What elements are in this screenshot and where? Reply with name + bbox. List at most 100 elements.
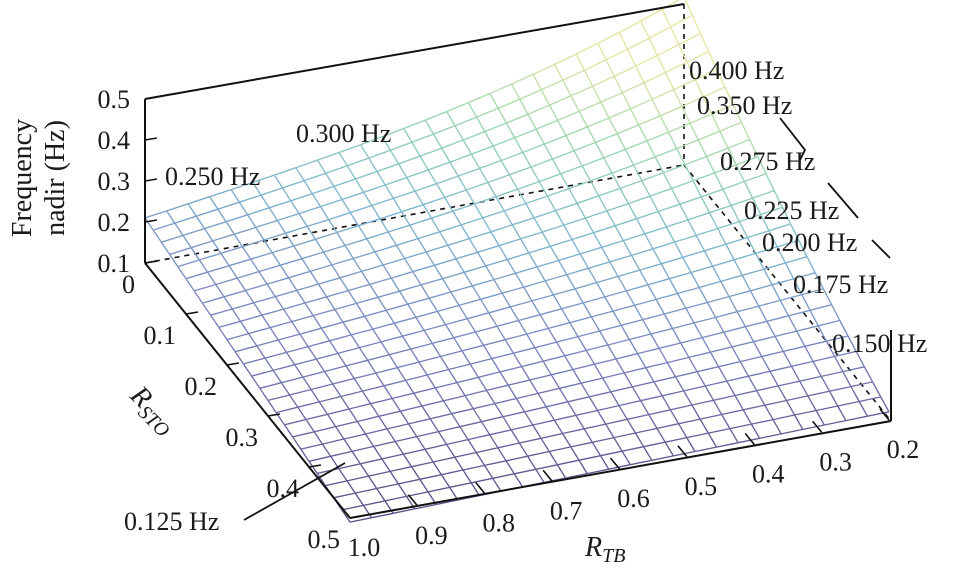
mesh-segment [839, 320, 849, 337]
mesh-segment [578, 111, 588, 128]
mesh-segment [734, 390, 757, 397]
mesh-segment [488, 306, 511, 314]
mesh-segment [682, 256, 692, 273]
mesh-segment [377, 296, 387, 311]
mesh-segment [284, 418, 307, 426]
mesh-segment [694, 68, 718, 81]
mesh-segment [251, 369, 274, 377]
mesh-segment [190, 240, 213, 249]
mesh-segment [360, 271, 371, 285]
mesh-segment [400, 405, 423, 412]
mesh-segment [502, 416, 512, 431]
mesh-segment [389, 466, 412, 473]
mesh-segment [566, 274, 576, 290]
z-tick-label: 0.2 [98, 208, 131, 237]
mesh-segment [625, 140, 648, 151]
mesh-segment [658, 342, 681, 349]
mesh-segment [698, 130, 721, 141]
y-tick-label: 0 [122, 270, 135, 299]
mesh-segment [578, 455, 601, 461]
mesh-segment [592, 85, 602, 103]
mesh-segment [524, 411, 534, 426]
mesh-segment [422, 204, 432, 219]
mesh-segment [605, 418, 628, 425]
mesh-segment [653, 376, 676, 383]
mesh-segment [499, 371, 509, 386]
mesh-segment [244, 290, 255, 304]
mesh-segment [743, 404, 765, 411]
mesh-segment [301, 251, 324, 260]
mesh-segment [704, 385, 715, 401]
mesh-segment [362, 385, 385, 392]
mesh-segment [464, 395, 474, 410]
mesh-segment [619, 188, 629, 204]
mesh-segment [720, 281, 730, 297]
mesh-segment [371, 205, 381, 220]
mesh-segment [449, 486, 459, 501]
mesh-segment [674, 234, 697, 243]
mesh-segment [310, 383, 333, 391]
mesh-segment [550, 238, 573, 247]
mesh-segment [532, 424, 542, 439]
mesh-segment [439, 231, 449, 246]
mesh-segment [397, 361, 420, 369]
mesh-segment [409, 224, 419, 239]
mesh-segment [403, 128, 413, 143]
mesh-segment [350, 204, 373, 214]
mesh-segment [256, 339, 279, 347]
mesh-segment [364, 309, 387, 317]
mesh-segment [820, 376, 831, 392]
mesh-segment [274, 296, 285, 310]
mesh-segment [481, 416, 504, 423]
mesh-segment [592, 232, 603, 248]
mesh-segment [332, 383, 342, 397]
mesh-segment [599, 455, 610, 470]
mesh-segment [277, 339, 288, 353]
mesh-segment [667, 356, 690, 364]
mesh-segment [768, 223, 791, 232]
mesh-segment [387, 224, 411, 233]
mesh-segment [605, 48, 628, 61]
mesh-segment [656, 428, 666, 443]
mesh-segment [548, 322, 570, 330]
mesh-segment [215, 277, 238, 286]
mesh-segment [421, 400, 444, 407]
mesh-segment [448, 369, 458, 383]
mesh-segment [859, 396, 881, 403]
mesh-segment [250, 258, 260, 272]
mesh-segment [568, 180, 591, 190]
mesh-segment [486, 390, 496, 404]
mesh-segment [629, 108, 640, 126]
mesh-segment [289, 394, 299, 408]
mesh-segment [712, 259, 735, 267]
mesh-segment [693, 316, 716, 324]
mesh-segment [483, 339, 506, 346]
mesh-segment [699, 280, 721, 289]
mesh-segment [745, 320, 768, 328]
mesh-segment [438, 426, 461, 433]
mesh-segment [777, 239, 799, 248]
mesh-segment [434, 387, 445, 402]
y-axis-title: RSTO [121, 379, 183, 441]
mesh-segment [354, 492, 364, 506]
mesh-segment [427, 169, 438, 185]
mesh-segment [446, 111, 456, 127]
mesh-segment [659, 115, 670, 133]
mesh-segment [291, 314, 314, 323]
mesh-segment [376, 483, 399, 490]
mesh-segment [605, 423, 615, 438]
mesh-segment [349, 212, 360, 227]
mesh-segment [376, 163, 399, 173]
mesh-segment [169, 254, 179, 267]
contour-label-0.150: 0.150 Hz [832, 329, 927, 358]
mesh-segment [321, 321, 344, 329]
mesh-segment [535, 468, 545, 483]
mesh-segment [207, 271, 217, 285]
mesh-segment [253, 302, 263, 316]
mesh-segment [809, 304, 832, 311]
mesh-segment [507, 384, 517, 399]
mesh-segment [424, 443, 447, 450]
mesh-segment [626, 284, 649, 292]
mesh-segment [471, 145, 494, 155]
mesh-segment [670, 404, 693, 411]
